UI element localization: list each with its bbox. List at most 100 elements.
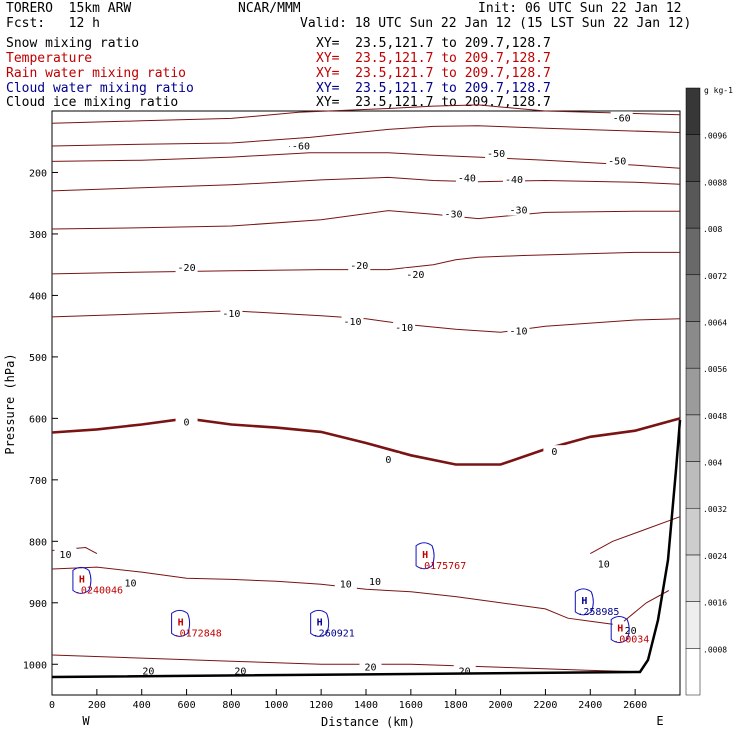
cloud-water-markers: H.0240046H.0172848H.260921H.0175767H.258… (72, 542, 649, 646)
high-marker-value-3: .0175767 (418, 561, 466, 572)
contour-label-bg-5-0 (175, 260, 198, 273)
colorbar-label-10: .0088 (703, 178, 727, 187)
temperature-contours: -60-60-60-50-50-40-40-30-30-20-20-20-10-… (51, 104, 681, 678)
colorbar-label-0: .0008 (703, 645, 727, 654)
cloud-water-contour-2 (310, 609, 330, 637)
contour-label-bg-7-0 (175, 415, 198, 428)
colorbar-cell-5 (685, 414, 701, 462)
high-marker-value-1: .0172848 (174, 628, 222, 639)
high-marker-value-4: .258985 (577, 607, 619, 618)
contour-label-3-0: -40 (458, 174, 476, 185)
contour-label-bg-3-1 (503, 172, 526, 185)
contour-label-bg-6-3 (507, 324, 530, 337)
colorbar-cell-8 (685, 274, 701, 322)
colorbar-cell-11 (685, 134, 701, 182)
contour-label-7-0: 0 (184, 418, 190, 429)
terrain-surface (51, 419, 682, 679)
valid-time: Valid: 18 UTC Sun 22 Jan 12 (15 LST Sun … (300, 16, 692, 31)
x-axis-ticks: 0 200 400 600 800 1000 1200 1400 1600 1800 2000 220… (49, 689, 647, 711)
colorbar-cell-7 (685, 321, 701, 369)
temperature-contour-5 (51, 251, 680, 275)
x-tick-label-3: 600 (178, 700, 196, 711)
temperature-contour-4 (51, 210, 680, 230)
contour-label-8-0: 10 (124, 579, 136, 590)
y-tick-label-8: 1000 (23, 660, 47, 671)
temperature-contour-11 (590, 516, 681, 555)
colorbar-label-2: .0024 (703, 552, 727, 561)
high-marker-value-0: .0240046 (75, 585, 123, 596)
x-tick-label-4: 800 (222, 700, 240, 711)
contour-label-5-0: -20 (178, 263, 196, 274)
temperature-contour-6 (51, 310, 681, 333)
contour-label-bg-8-1 (334, 577, 357, 590)
contour-label-7-2: 0 (551, 447, 557, 458)
contour-label-9-2: 20 (364, 662, 376, 673)
center-title: NCAR/MMM (238, 1, 301, 16)
x-tick-label-13: 2600 (623, 700, 647, 711)
high-marker-0: H (79, 574, 85, 585)
contour-label-9-1: 20 (234, 667, 246, 678)
contour-label-bg-4-1 (507, 203, 530, 216)
contour-label-4-1: -30 (509, 206, 527, 217)
high-marker-4: H (581, 596, 587, 607)
x-tick-label-11: 2200 (533, 700, 557, 711)
forecast-hour: Fcst: 12 h (6, 16, 100, 31)
contour-label-7-1: 0 (385, 455, 391, 466)
field-xy-temperature: XY= 23.5,121.7 to 209.7,128.7 (316, 51, 551, 66)
x-end-label-west: W (82, 714, 90, 728)
contour-label-bg-9-0 (137, 664, 160, 677)
contour-label-bg-7-2 (543, 445, 566, 458)
colorbar-cell-1 (685, 601, 701, 649)
color-scale-bar: .0008 .0016 .0024 .0032 .004 .0048 .0056 .0064.… (685, 87, 727, 696)
y-tick-label-0: 200 (29, 168, 47, 179)
y-tick-label-6: 800 (29, 537, 47, 548)
contour-label-bg-7-1 (377, 453, 400, 466)
high-marker-5: H (617, 624, 623, 635)
field-name-temperature: Temperature (6, 51, 93, 66)
colorbar-cell-0 (685, 648, 701, 696)
high-marker-1: H (178, 617, 184, 628)
contour-label-2-1: -50 (608, 156, 626, 167)
contour-label-bg-6-1 (341, 314, 364, 327)
y-tick-label-3: 500 (29, 353, 47, 364)
contour-label-bg-6-0 (220, 306, 243, 319)
contour-label-bg-1-0 (289, 139, 312, 152)
x-axis-label: Distance (km) (321, 715, 415, 729)
contour-label-bg-11-0 (592, 557, 615, 570)
contour-label-bg-10-0 (54, 547, 77, 560)
colorbar-label-11: .0096 (703, 132, 727, 141)
y-tick-label-4: 600 (29, 414, 47, 425)
contour-label-bg-2-0 (485, 147, 508, 160)
colorbar-label-9: .008 (703, 225, 722, 234)
temperature-contour-8 (51, 566, 613, 625)
x-end-label-east: E (656, 714, 663, 728)
temperature-contour-1 (51, 125, 681, 147)
cloud-water-contour-1 (171, 609, 191, 637)
contour-label-12-0: 20 (625, 626, 637, 637)
colorbar-label-1: .0016 (703, 599, 727, 608)
colorbar-cell-3 (685, 507, 701, 556)
x-tick-label-8: 1600 (399, 700, 423, 711)
temperature-contour-2 (51, 152, 681, 169)
color-scale-unit: g kg-1 (704, 86, 733, 95)
y-axis-label: Pressure (hPa) (3, 353, 17, 454)
contour-label-bg-12-0 (619, 624, 642, 637)
contour-label-4-0: -30 (444, 209, 462, 220)
field-xy-rain: XY= 23.5,121.7 to 209.7,128.7 (316, 66, 551, 81)
colorbar-label-6: .0056 (703, 365, 727, 374)
colorbar-cell-2 (685, 554, 701, 602)
contour-label-10-0: 10 (59, 550, 71, 561)
colorbar-label-3: .0032 (703, 505, 727, 514)
colorbar-cell-6 (685, 367, 701, 416)
x-tick-label-0: 0 (49, 700, 55, 711)
x-tick-label-9: 1800 (444, 700, 468, 711)
contour-label-8-1: 10 (340, 579, 352, 590)
y-axis-ticks: 200 300 400 500 600 700 800 900 1000 (23, 168, 58, 671)
x-tick-label-10: 2000 (489, 700, 513, 711)
y-tick-label-1: 300 (29, 230, 47, 241)
field-xy-snow: XY= 23.5,121.7 to 209.7,128.7 (316, 36, 551, 51)
field-name-rain: Rain water mixing ratio (6, 66, 187, 81)
contour-label-6-1: -10 (344, 317, 362, 328)
contour-label-9-3: 20 (459, 667, 471, 678)
